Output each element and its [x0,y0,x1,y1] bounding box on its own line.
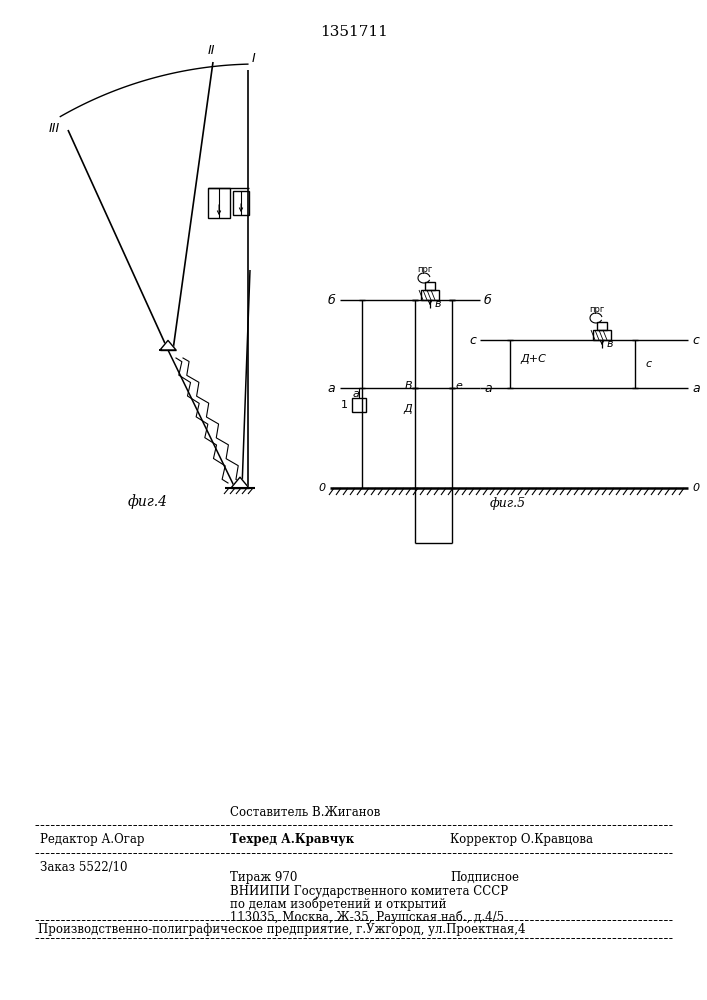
Text: Тираж 970: Тираж 970 [230,870,298,884]
Text: с: с [645,359,651,369]
Text: III: III [49,121,60,134]
Text: I: I [252,52,256,65]
Text: 1: 1 [341,400,348,410]
Text: прг: прг [590,306,604,314]
Bar [421,290,439,300]
Bar [593,330,611,340]
Text: фиг.4: фиг.4 [128,495,168,509]
Text: 0: 0 [692,483,699,493]
Text: б: б [327,294,335,306]
Text: Производственно-полиграфическое предприятие, г.Ужгород, ул.Проектная,4: Производственно-полиграфическое предприя… [38,922,525,936]
Text: с: с [692,334,699,347]
Text: а: а [327,381,335,394]
Text: Заказ 5522/10: Заказ 5522/10 [40,860,127,874]
Text: е: е [455,381,462,391]
Text: В: В [404,381,412,391]
Polygon shape [160,340,176,350]
Text: с: с [469,334,476,347]
Text: в: в [607,339,614,349]
Text: Составитель В.Жиганов: Составитель В.Жиганов [230,806,380,820]
Bar [233,191,249,215]
Text: а: а [352,389,359,399]
Text: ВНИИПИ Государственного комитета СССР: ВНИИПИ Государственного комитета СССР [230,884,508,898]
Text: 113035, Москва, Ж-35, Раушская наб., д.4/5: 113035, Москва, Ж-35, Раушская наб., д.4… [230,910,504,924]
Text: а: а [692,381,700,394]
Text: прг: прг [417,265,433,274]
Text: в: в [435,299,441,309]
Text: 0: 0 [319,483,326,493]
Text: б: б [484,294,492,306]
Bar [425,282,435,290]
Text: Редактор А.Огар: Редактор А.Огар [40,832,144,846]
Text: Подписное: Подписное [450,870,519,884]
Text: Д+С: Д+С [520,354,546,364]
Bar [352,398,366,412]
Text: фиг.5: фиг.5 [490,497,526,510]
Text: Техред А.Кравчук: Техред А.Кравчук [230,832,354,846]
Text: по делам изобретений и открытий: по делам изобретений и открытий [230,897,447,911]
Text: II: II [207,44,215,57]
Text: а: а [484,381,491,394]
Bar [597,322,607,330]
Polygon shape [231,477,249,488]
Text: Корректор О.Кравцова: Корректор О.Кравцова [450,832,593,846]
Bar [208,188,230,218]
Text: 1351711: 1351711 [320,25,388,39]
Text: Д: Д [403,404,412,414]
